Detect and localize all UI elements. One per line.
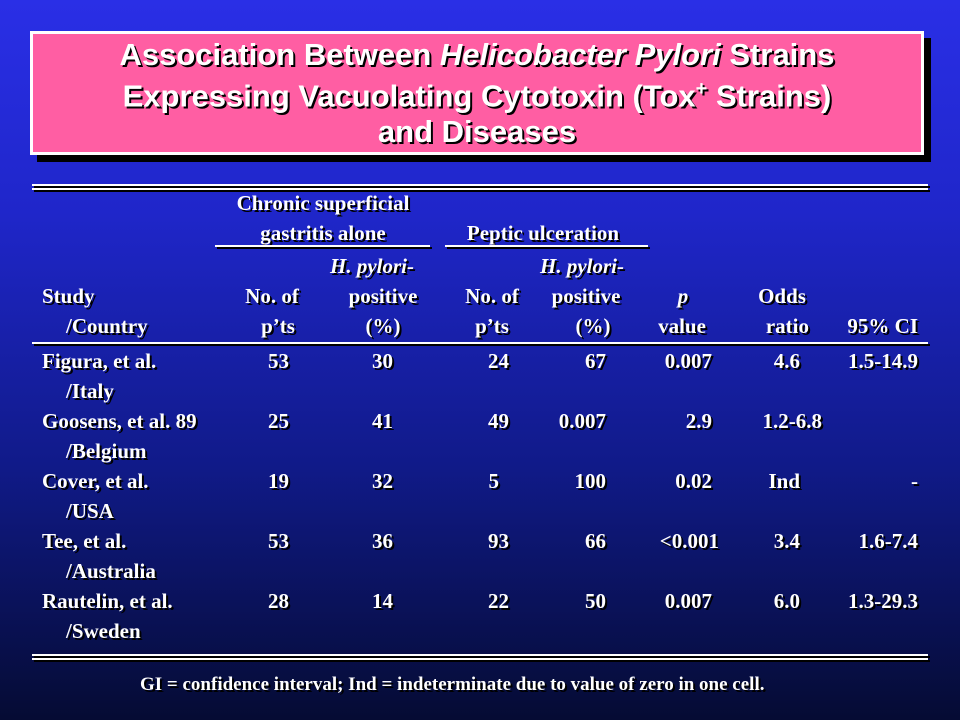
row-cell: 100 (574, 469, 607, 493)
group-gastritis-line2: gastritis alone (260, 221, 386, 245)
row-cell: 1.2-6.8 (762, 409, 823, 433)
title-part3: Strains (720, 37, 835, 73)
row-study: Goosens, et al. 89 (42, 409, 197, 433)
footnote: GI = confidence interval; Ind = indeterm… (140, 674, 765, 695)
row-cell: 50 (585, 589, 606, 613)
row-cell: 0.007 (558, 409, 606, 433)
row-cell: 1.5-14.9 (848, 349, 918, 373)
row-cell: 19 (268, 469, 289, 493)
row-cell: - (911, 469, 918, 493)
row-cell: 5 (488, 469, 500, 493)
ulcer-underline (445, 245, 648, 247)
header-ratio: ratio (765, 314, 809, 338)
row-study: Cover, et al. (42, 469, 149, 493)
row-cell: 41 (372, 409, 393, 433)
row-country: /Belgium (66, 439, 147, 463)
header-rule (32, 342, 928, 344)
row-cell: 66 (585, 529, 606, 553)
top-rule-2 (32, 188, 928, 190)
row-cell: 32 (372, 469, 393, 493)
row-cell: 4.6 (773, 349, 800, 373)
row-cell: 22 (488, 589, 509, 613)
top-rule-1 (32, 184, 928, 186)
row-cell: 2.9 (685, 409, 712, 433)
row-study: Tee, et al. (42, 529, 127, 553)
row-cell: 67 (585, 349, 606, 373)
row-cell: 1.3-29.3 (848, 589, 918, 613)
row-cell: 0.007 (664, 349, 712, 373)
row-cell: 24 (488, 349, 509, 373)
row-cell: 6.0 (773, 589, 800, 613)
header-country: /Country (66, 314, 148, 338)
row-cell: 28 (268, 589, 289, 613)
row-cell: 25 (268, 409, 289, 433)
header-study: Study (42, 284, 95, 308)
row-cell: 93 (488, 529, 509, 553)
header-no-gastritis-l1: No. of (245, 284, 299, 308)
bottom-rule-1 (32, 654, 928, 656)
gastritis-underline (215, 245, 430, 247)
header-p: p (677, 284, 689, 308)
row-country: /Australia (66, 559, 156, 583)
group-ulcer: Peptic ulceration (466, 221, 620, 245)
row-cell: 14 (372, 589, 393, 613)
header-no-ulcer-l1: No. of (465, 284, 519, 308)
row-country: /Sweden (66, 619, 141, 643)
row-study: Rautelin, et al. (42, 589, 173, 613)
header-hp-ulcer-l3: (%) (575, 314, 611, 338)
header-hp-gastritis-l3: (%) (365, 314, 401, 338)
row-cell: 36 (372, 529, 393, 553)
row-cell: Ind (768, 469, 800, 493)
row-cell: 30 (372, 349, 393, 373)
row-cell: 0.02 (675, 469, 712, 493)
row-country: /Italy (66, 379, 114, 403)
row-cell: <0.001 (659, 529, 719, 553)
row-cell: 1.6-7.4 (858, 529, 919, 553)
header-ci: 95% CI (847, 314, 918, 338)
row-cell: 0.007 (664, 589, 712, 613)
header-no-gastritis-l2: p’ts (261, 314, 295, 338)
bottom-rule-2 (32, 658, 928, 660)
title-box: Association Between Helicobacter Pylori … (30, 31, 924, 155)
title-line2b: Strains) (707, 78, 832, 114)
row-cell: 3.4 (773, 529, 800, 553)
header-p-value: value (658, 314, 706, 338)
row-country: /USA (66, 499, 114, 523)
header-hp-ulcer-l1: H. pylori- (540, 254, 624, 278)
row-cell: 53 (268, 349, 289, 373)
row-cell: 53 (268, 529, 289, 553)
group-gastritis-line1: Chronic superficial (236, 191, 410, 215)
row-study: Figura, et al. (42, 349, 157, 373)
header-hp-gastritis-l2: positive (348, 284, 418, 308)
title-sup: + (695, 78, 708, 101)
title-part1: Association Between (119, 37, 440, 73)
slide-title: Association Between Helicobacter Pylori … (120, 37, 835, 148)
header-no-ulcer-l2: p’ts (475, 314, 509, 338)
header-hp-gastritis-l1: H. pylori- (330, 254, 414, 278)
title-italic: Helicobacter Pylori (439, 37, 721, 73)
title-line3: and Diseases (377, 113, 577, 149)
header-hp-ulcer-l2: positive (551, 284, 621, 308)
title-line2a: Expressing Vacuolating Cytotoxin (Tox (122, 78, 696, 114)
row-cell: 49 (488, 409, 509, 433)
header-odds: Odds (758, 284, 806, 308)
